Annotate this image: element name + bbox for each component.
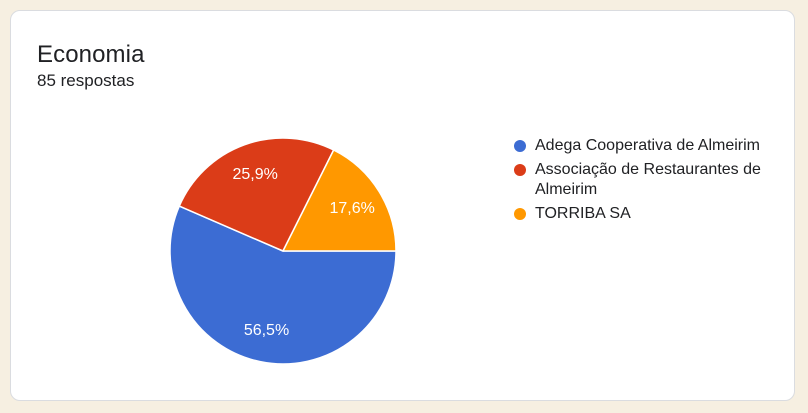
legend-item-1: Adega Cooperativa de Almeirim	[514, 136, 778, 156]
question-title: Economia	[37, 41, 145, 68]
legend-label: Associação de Restaurantes de Almeirim	[535, 161, 761, 198]
legend-label: Adega Cooperativa de Almeirim	[535, 137, 761, 154]
legend-color-dot	[514, 164, 526, 176]
response-count: 85 respostas	[37, 71, 135, 90]
pie-chart: 56,5% 25,9% 17,6%	[169, 137, 397, 365]
pie-slice-label-1: 56,5%	[244, 322, 289, 339]
legend-color-dot	[514, 208, 526, 220]
chart-legend: Adega Cooperativa de Almeirim Associação …	[514, 136, 778, 224]
legend-color-dot	[514, 140, 526, 152]
pie-slice-label-2: 25,9%	[233, 166, 278, 183]
legend-label: TORRIBA SA	[535, 205, 631, 222]
legend-item-3: TORRIBA SA	[514, 204, 778, 224]
pie-slice-label-3: 17,6%	[330, 200, 375, 217]
pie-slice-2[interactable]	[178, 137, 335, 252]
legend-item-2: Associação de Restaurantes de Almeirim	[514, 160, 778, 200]
question-summary-card: Economia 85 respostas 56,5% 25,9% 17,6% Ad…	[10, 10, 795, 401]
pie-slice-1[interactable]	[169, 205, 397, 365]
pie-slice-3[interactable]	[282, 149, 397, 252]
